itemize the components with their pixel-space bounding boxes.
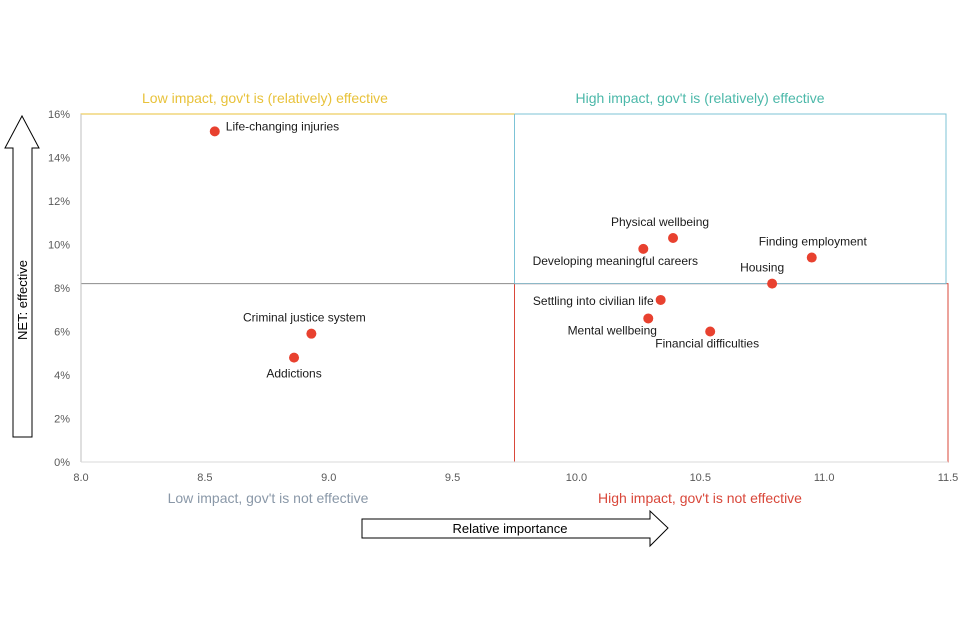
- data-point: [767, 278, 778, 289]
- x-tick-label: 9.0: [321, 472, 336, 484]
- quadrant-top-right: [514, 113, 947, 285]
- x-tick-label: 10.0: [566, 472, 587, 484]
- data-point: [306, 328, 317, 339]
- point-label: Life-changing injuries: [226, 119, 339, 133]
- quadrant-label-bottom-right: High impact, gov't is not effective: [598, 490, 802, 506]
- y-tick-label: 4%: [54, 370, 70, 382]
- y-tick-label: 0%: [54, 457, 70, 469]
- x-axis-arrow: Relative importance: [361, 509, 669, 548]
- quadrant-boxes: [80, 113, 949, 463]
- up-arrow-icon: [4, 114, 40, 438]
- point-label: Addictions: [266, 367, 321, 381]
- point-label: Housing: [740, 261, 784, 275]
- data-point: [705, 326, 716, 337]
- y-tick-label: 8%: [54, 283, 70, 295]
- quadrant-label-top-left: Low impact, gov't is (relatively) effect…: [142, 90, 388, 106]
- x-axis-label: Relative importance: [453, 521, 568, 536]
- point-label: Financial difficulties: [655, 337, 759, 351]
- y-tick-label: 12%: [48, 196, 70, 208]
- point-label: Physical wellbeing: [611, 215, 709, 229]
- data-point: [643, 313, 654, 324]
- x-tick-label: 8.5: [197, 472, 212, 484]
- quadrant-label-top-right: High impact, gov't is (relatively) effec…: [575, 90, 824, 106]
- quadrant-labels: Low impact, gov't is (relatively) effect…: [142, 90, 825, 506]
- x-tick-label: 10.5: [690, 472, 711, 484]
- y-tick-label: 2%: [54, 414, 70, 426]
- y-tick-label: 16%: [48, 109, 70, 121]
- y-tick-label: 6%: [54, 327, 70, 339]
- data-point: [209, 126, 220, 137]
- y-tick-label: 14%: [48, 153, 70, 165]
- right-arrow-icon: [361, 509, 669, 548]
- x-tick-label: 8.0: [73, 472, 88, 484]
- data-point: [289, 352, 300, 363]
- axes: [80, 114, 948, 463]
- quadrant-label-bottom-left: Low impact, gov't is not effective: [168, 490, 369, 506]
- x-tick-label: 9.5: [445, 472, 460, 484]
- x-tick-label: 11.0: [814, 472, 835, 484]
- point-label: Mental wellbeing: [568, 323, 657, 337]
- y-axis-label: NET: effective: [15, 260, 30, 340]
- point-labels: Life-changing injuries Criminal justice s…: [226, 119, 868, 380]
- y-axis-arrow: NET: effective: [4, 114, 40, 438]
- y-tick-labels: 0% 2% 4% 6% 8% 10% 12% 14% 16%: [48, 109, 70, 469]
- data-point: [638, 243, 649, 254]
- point-label: Developing meaningful careers: [533, 254, 698, 268]
- data-points: [209, 126, 817, 363]
- data-point: [806, 252, 817, 263]
- point-label: Finding employment: [759, 235, 868, 249]
- x-tick-labels: 8.0 8.5 9.0 9.5 10.0 10.5 11.0 11.5: [73, 472, 958, 484]
- point-label: Settling into civilian life: [533, 294, 654, 308]
- point-label: Criminal justice system: [243, 311, 366, 325]
- quadrant-bottom-right: [514, 283, 949, 463]
- y-tick-label: 10%: [48, 240, 70, 252]
- data-point: [655, 294, 666, 305]
- data-point: [668, 232, 679, 243]
- quadrant-top-left: [80, 113, 515, 284]
- x-tick-label: 11.5: [938, 472, 959, 484]
